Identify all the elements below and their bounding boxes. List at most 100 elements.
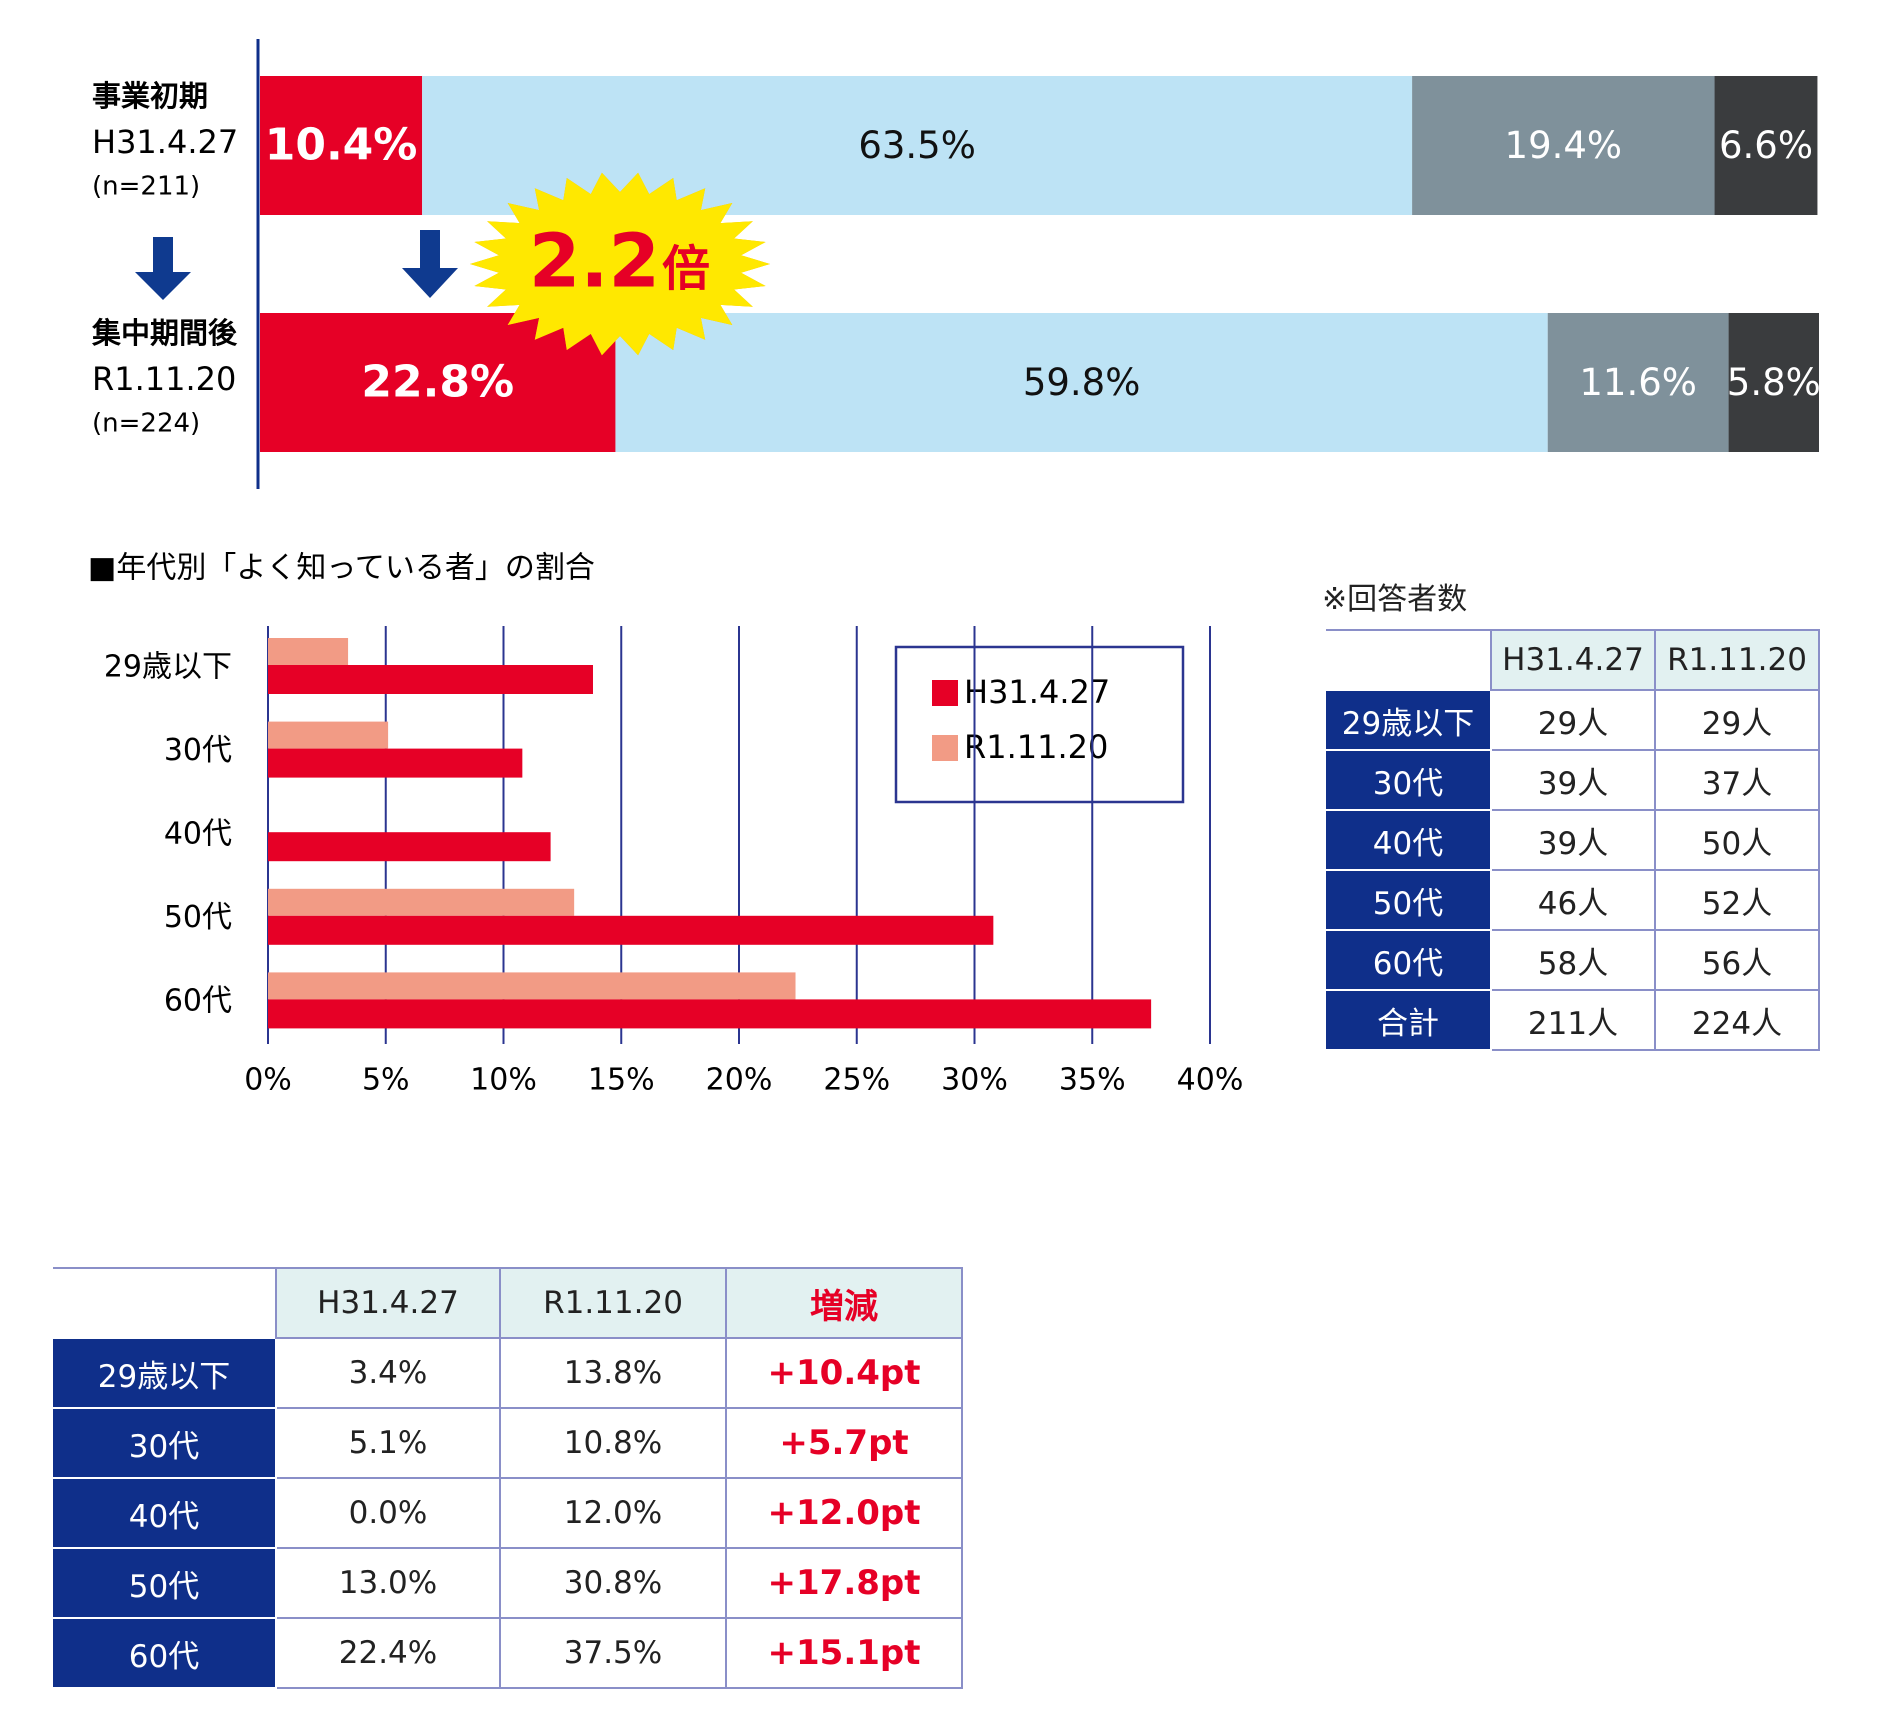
row-label: 50代	[1326, 869, 1492, 931]
cell: 13.0%	[275, 1547, 501, 1619]
category-label: 事業初期	[92, 79, 208, 113]
bar	[268, 721, 389, 749]
value-label: 19.4%	[1505, 124, 1623, 167]
respondents-table: H31.4.27 R1.11.20 29歳以下 29人 29人 30代 39人 37人 40代 3…	[1326, 629, 1820, 1051]
y-tick-label: 40代	[164, 817, 232, 852]
cell: 46人	[1490, 869, 1656, 931]
bar	[268, 665, 593, 694]
cell: 12.0%	[499, 1477, 727, 1549]
cell: 37人	[1654, 749, 1820, 811]
cell: 224人	[1654, 989, 1820, 1051]
value-label: 10.4%	[265, 120, 418, 171]
bar-segment	[1714, 76, 1818, 215]
x-tick-label: 20%	[706, 1063, 773, 1098]
table-row: 40代 39人 50人	[1326, 809, 1820, 871]
category-date: H31.4.27	[92, 123, 238, 161]
cell: 5.1%	[275, 1407, 501, 1479]
cell: 58人	[1490, 929, 1656, 991]
row-label: 60代	[53, 1617, 277, 1689]
value-label: 11.6%	[1579, 361, 1697, 404]
bar-segment	[260, 76, 423, 215]
cell: 22.4%	[275, 1617, 501, 1689]
bar-segment	[1547, 313, 1729, 452]
bar	[268, 972, 796, 1000]
value-label: 59.8%	[1023, 361, 1141, 404]
category-sample: (n=224)	[92, 409, 200, 439]
header-row: H31.4.27 R1.11.20 増減	[53, 1267, 963, 1339]
table-row: 29歳以下 3.4% 13.8% +10.4pt	[53, 1337, 963, 1409]
row-label: 50代	[53, 1547, 277, 1619]
cell: 29人	[1490, 689, 1656, 751]
corner-cell	[1326, 629, 1492, 690]
x-tick-label: 25%	[823, 1063, 890, 1098]
table-row: 60代 58人 56人	[1326, 929, 1820, 991]
bar	[268, 915, 994, 945]
cell: 39人	[1490, 749, 1656, 811]
row-label: 30代	[53, 1407, 277, 1479]
cell: +10.4pt	[725, 1337, 963, 1409]
cell: 211人	[1490, 989, 1656, 1051]
cell: 56人	[1654, 929, 1820, 991]
header-cell: H31.4.27	[275, 1267, 501, 1339]
corner-cell	[53, 1267, 277, 1338]
bar-segment	[1728, 313, 1819, 452]
cell: 10.8%	[499, 1407, 727, 1479]
y-tick-label: 30代	[164, 733, 232, 768]
table-row: 50代 46人 52人	[1326, 869, 1820, 931]
legend-label: R1.11.20	[964, 728, 1108, 766]
bar	[268, 832, 551, 862]
cell: +12.0pt	[725, 1477, 963, 1549]
legend: H31.4.27 R1.11.20	[894, 645, 1185, 804]
row-label: 30代	[1326, 749, 1492, 811]
row-label: 40代	[53, 1477, 277, 1549]
header-cell: H31.4.27	[1490, 629, 1656, 691]
table-row: 30代 5.1% 10.8% +5.7pt	[53, 1407, 963, 1479]
respondents-title: ※回答者数	[1322, 582, 1468, 617]
category-sample: (n=211)	[92, 172, 200, 202]
cell: 3.4%	[275, 1337, 501, 1409]
value-label: 6.6%	[1719, 124, 1813, 167]
table-row: 29歳以下 29人 29人	[1326, 689, 1820, 751]
bar-segment	[1412, 76, 1715, 215]
header-row: H31.4.27 R1.11.20	[1326, 629, 1820, 691]
table-row: 合計 211人 224人	[1326, 989, 1820, 1051]
row-label: 60代	[1326, 929, 1492, 991]
x-tick-label: 15%	[588, 1063, 655, 1098]
cell: 0.0%	[275, 1477, 501, 1549]
bar	[268, 748, 523, 778]
table-row: 60代 22.4% 37.5% +15.1pt	[53, 1617, 963, 1689]
x-tick-label: 5%	[362, 1063, 410, 1098]
row-label: 40代	[1326, 809, 1492, 871]
cell: 30.8%	[499, 1547, 727, 1619]
bar	[268, 999, 1152, 1029]
cell: 39人	[1490, 809, 1656, 871]
x-tick-label: 0%	[244, 1063, 292, 1098]
header-cell: 増減	[725, 1267, 963, 1339]
header-cell: R1.11.20	[1654, 629, 1820, 691]
ratio-table: H31.4.27 R1.11.20 増減 29歳以下 3.4% 13.8% +10.4pt 3…	[53, 1267, 963, 1689]
value-label: 63.5%	[858, 124, 976, 167]
category-label: 集中期間後	[91, 316, 238, 350]
category-date: R1.11.20	[92, 360, 236, 398]
legend-swatch	[932, 735, 958, 761]
row-label: 合計	[1326, 989, 1492, 1051]
cell: 13.8%	[499, 1337, 727, 1409]
cell: +17.8pt	[725, 1547, 963, 1619]
value-label: 22.8%	[361, 357, 514, 408]
arrow	[402, 230, 458, 298]
x-tick-label: 35%	[1059, 1063, 1126, 1098]
arrow	[135, 237, 191, 300]
cell: 50人	[1654, 809, 1820, 871]
chart-title: ■年代別「よく知っている者」の割合	[88, 551, 595, 586]
cell: +15.1pt	[725, 1617, 963, 1689]
x-tick-label: 10%	[470, 1063, 537, 1098]
y-tick-label: 50代	[164, 900, 232, 935]
legend-label: H31.4.27	[964, 673, 1110, 711]
annotation: 2.2	[529, 219, 660, 305]
bar	[268, 888, 575, 916]
y-tick-label: 29歳以下	[104, 649, 232, 684]
annotation-unit: 倍	[662, 241, 710, 297]
row-label: 29歳以下	[53, 1337, 277, 1409]
